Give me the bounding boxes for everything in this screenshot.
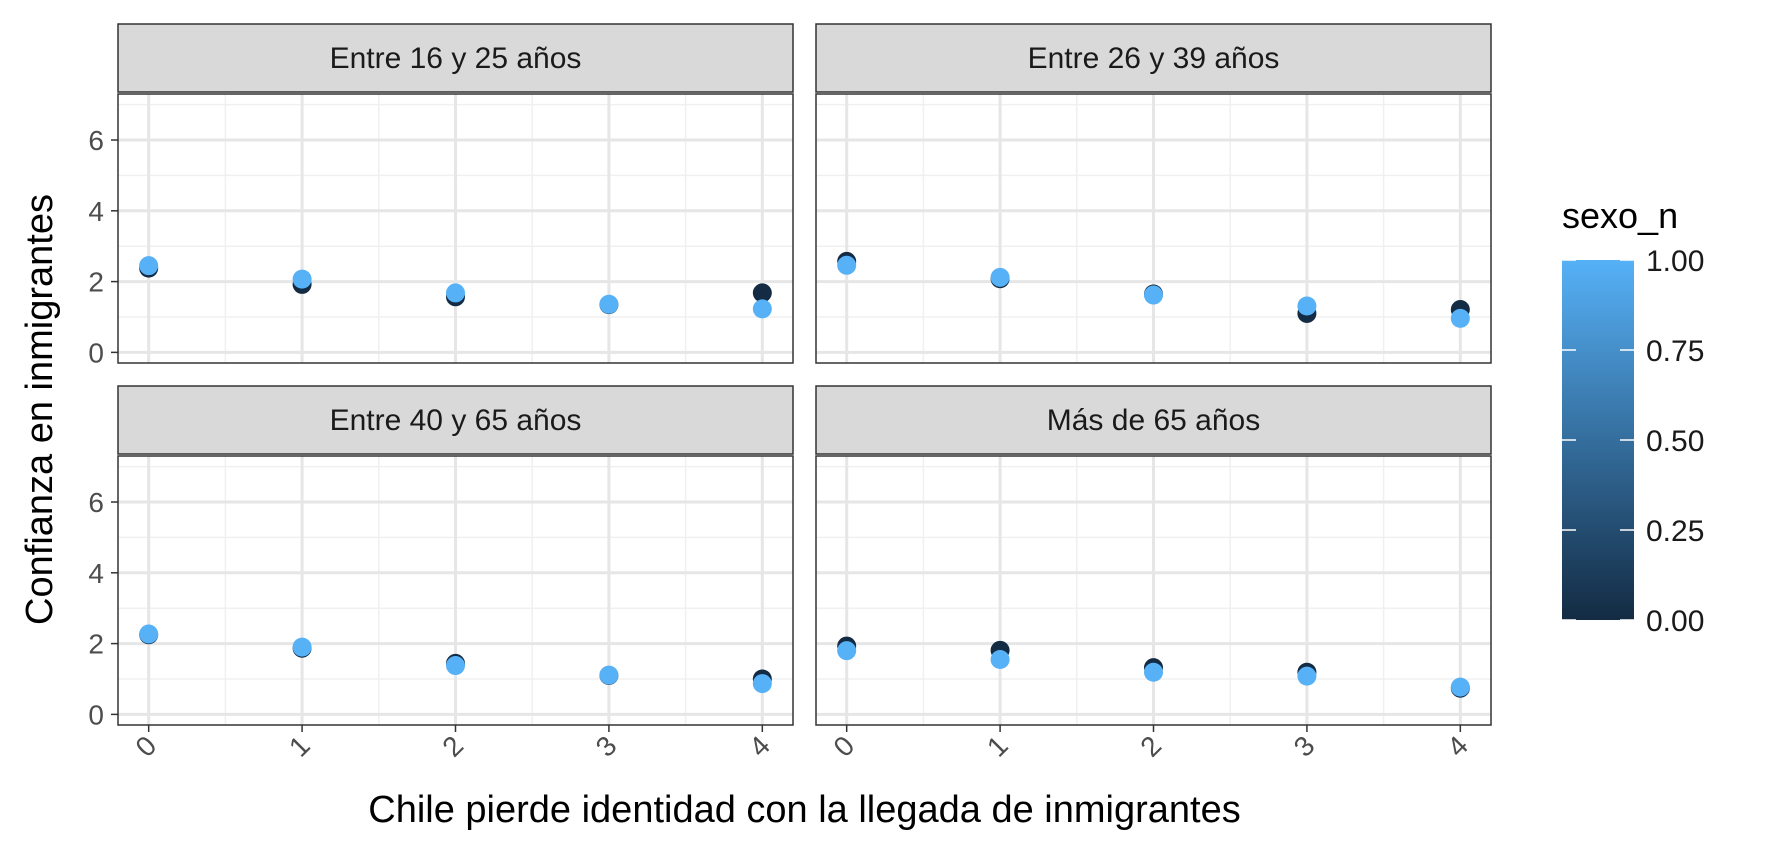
x-tick-label: 1 bbox=[981, 730, 1014, 763]
y-tick-label: 4 bbox=[88, 196, 104, 227]
data-point bbox=[837, 255, 857, 275]
x-tick-label: 3 bbox=[590, 730, 623, 763]
legend-break-label: 0.75 bbox=[1646, 335, 1704, 368]
data-point bbox=[599, 665, 619, 685]
facet-panel-3: Entre 40 y 65 años 0 2 4 6 0 1 2 3 4 bbox=[88, 385, 794, 763]
data-point bbox=[1450, 308, 1470, 328]
facet-strip-label: Entre 26 y 39 años bbox=[1028, 42, 1280, 75]
data-point bbox=[990, 267, 1010, 287]
facet-strip bbox=[815, 23, 1492, 93]
data-point bbox=[446, 656, 465, 676]
x-tick-label: 4 bbox=[1441, 730, 1474, 763]
data-point bbox=[752, 299, 772, 319]
facet-strip-label: Más de 65 años bbox=[1047, 404, 1260, 437]
y-tick-label: 6 bbox=[88, 125, 104, 156]
x-tick-label: 2 bbox=[1134, 730, 1167, 763]
data-point bbox=[599, 294, 619, 314]
data-point bbox=[1297, 296, 1317, 316]
legend-title: sexo_n bbox=[1562, 195, 1678, 236]
data-point bbox=[1450, 677, 1470, 697]
data-point bbox=[292, 637, 312, 657]
y-tick-label: 4 bbox=[88, 558, 104, 589]
y-tick-label: 0 bbox=[88, 337, 104, 368]
data-point bbox=[139, 624, 159, 644]
data-point bbox=[752, 283, 772, 303]
x-tick-label: 1 bbox=[283, 730, 316, 763]
data-point bbox=[446, 283, 465, 303]
facet-strip bbox=[117, 23, 794, 93]
data-point bbox=[1144, 285, 1163, 305]
data-point bbox=[990, 650, 1010, 670]
legend: sexo_n 1.00 0.75 0.50 0.25 0.00 bbox=[1562, 195, 1704, 638]
x-tick-label: 4 bbox=[743, 730, 776, 763]
x-tick-label: 3 bbox=[1288, 730, 1321, 763]
legend-break-label: 1.00 bbox=[1646, 245, 1704, 278]
x-tick-label: 0 bbox=[827, 730, 860, 763]
x-tick-label: 2 bbox=[436, 730, 469, 763]
y-axis-title: Confianza en inmigrantes bbox=[19, 194, 61, 625]
x-axis-title: Chile pierde identidad con la llegada de… bbox=[368, 789, 1240, 831]
legend-break-label: 0.00 bbox=[1646, 605, 1704, 638]
y-tick-label: 0 bbox=[88, 699, 104, 730]
x-tick-label: 0 bbox=[129, 730, 162, 763]
data-point bbox=[139, 256, 159, 276]
facet-strip bbox=[117, 385, 794, 455]
facet-panel-2: Entre 26 y 39 años bbox=[815, 23, 1492, 364]
plot-panel-border bbox=[117, 93, 794, 364]
plot-panel-border bbox=[815, 93, 1492, 364]
facet-panel-4: Más de 65 años 0 1 2 3 4 bbox=[815, 385, 1492, 763]
y-tick-label: 2 bbox=[88, 629, 104, 660]
legend-break-label: 0.50 bbox=[1646, 425, 1704, 458]
data-point bbox=[1144, 662, 1163, 682]
facet-panel-1: Entre 16 y 25 años 0 2 4 6 bbox=[88, 23, 794, 368]
facet-strip bbox=[815, 385, 1492, 455]
data-point bbox=[1297, 666, 1317, 686]
y-tick-label: 6 bbox=[88, 487, 104, 518]
facet-strip-label: Entre 16 y 25 años bbox=[330, 42, 582, 75]
data-point bbox=[292, 269, 312, 289]
facet-strip-label: Entre 40 y 65 años bbox=[330, 404, 582, 437]
y-tick-label: 2 bbox=[88, 267, 104, 298]
data-point bbox=[837, 641, 857, 661]
data-point bbox=[752, 674, 772, 694]
legend-break-label: 0.25 bbox=[1646, 515, 1704, 548]
